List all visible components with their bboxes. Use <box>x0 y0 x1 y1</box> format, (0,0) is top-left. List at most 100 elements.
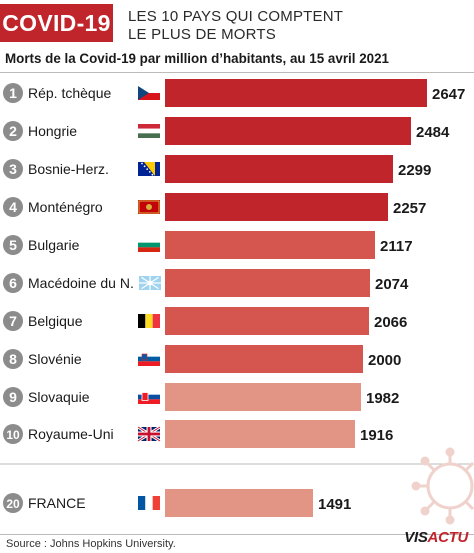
country-label: Hongrie <box>28 123 77 139</box>
country-label: Rép. tchèque <box>28 85 111 101</box>
bar-row: 4 Monténégro 2257 <box>3 193 426 221</box>
bar-chart: 1 Rép. tchèque 2647 2 Hongrie 2484 3 Bosnie-Her… <box>0 79 474 517</box>
rank-circle <box>3 197 23 217</box>
country-label: Bosnie-Herz. <box>28 161 109 177</box>
data-bar <box>165 231 375 259</box>
header: COVID-19 LES 10 PAYS QUI COMPTENT LE PLU… <box>0 0 474 48</box>
bar-row: 5 Bulgarie 2117 <box>3 231 413 259</box>
data-bar <box>165 117 411 145</box>
bosnia-flag <box>138 162 160 176</box>
rank-circle <box>3 424 23 444</box>
rank-circle <box>3 121 23 141</box>
flag-stripe <box>145 496 153 510</box>
data-bar <box>165 420 355 448</box>
montenegro-flag <box>138 200 160 214</box>
country-label: Slovénie <box>28 351 82 367</box>
value-label: 1491 <box>318 496 351 513</box>
country-label: Macédoine du N. <box>28 275 134 291</box>
rank-circle <box>3 83 23 103</box>
flag-stripe <box>138 496 146 510</box>
bar-row: 10 Royaume-Uni 1916 <box>3 420 393 448</box>
rank-label: 20 <box>6 497 20 511</box>
flag-star <box>146 168 149 171</box>
value-label: 2066 <box>374 314 407 331</box>
north-macedonia-flag <box>138 275 162 291</box>
value-label: 2000 <box>368 352 401 369</box>
rank-label: 7 <box>9 313 17 329</box>
flag-stripe <box>138 314 146 328</box>
flag-stripe <box>138 361 160 366</box>
hungary-flag <box>138 124 160 138</box>
chart-subtitle: Morts de la Covid-19 par million d’habit… <box>5 51 389 66</box>
country-label: Royaume-Uni <box>28 426 114 442</box>
flag-border <box>138 200 160 214</box>
rank-label: 6 <box>9 275 17 291</box>
country-label: Slovaquie <box>28 389 90 405</box>
country-label: Bulgarie <box>28 237 80 253</box>
flag-stripe <box>138 390 160 395</box>
value-label: 2647 <box>432 86 465 103</box>
country-label: FRANCE <box>28 495 86 511</box>
flag-stripe <box>138 133 160 138</box>
flag-stripe <box>138 238 160 243</box>
headline-line-1: LES 10 PAYS QUI COMPTENT <box>128 8 344 25</box>
rank-label: 5 <box>9 237 17 253</box>
rank-circle <box>3 235 23 255</box>
flag-stripe <box>138 124 160 129</box>
rank-label: 9 <box>9 389 17 405</box>
rank-label: 1 <box>9 85 17 101</box>
czech-flag <box>138 86 160 100</box>
value-label: 2257 <box>393 200 426 217</box>
flag-stripe <box>138 432 160 436</box>
value-label: 1916 <box>360 427 393 444</box>
data-bar <box>165 383 361 411</box>
rank-circle <box>3 159 23 179</box>
rank-circle <box>3 349 23 369</box>
country-label: Monténégro <box>28 199 103 215</box>
rank-label: 3 <box>9 161 17 177</box>
data-bar <box>165 489 313 517</box>
flag-emblem <box>141 353 148 361</box>
rank-label: 8 <box>9 351 17 367</box>
bar-row: 1 Rép. tchèque 2647 <box>3 79 465 107</box>
rank-circle <box>3 311 23 331</box>
rank-circle <box>3 387 23 407</box>
flag-stripe <box>138 247 160 252</box>
slovakia-flag <box>138 390 160 404</box>
flag-star <box>143 165 146 168</box>
value-label: 2117 <box>380 238 413 255</box>
belgium-flag <box>138 314 160 328</box>
rank-circle <box>3 273 23 293</box>
data-bar <box>165 193 388 221</box>
value-label: 2074 <box>375 276 409 293</box>
bar-row: 7 Belgique 2066 <box>3 307 407 335</box>
bar-row: 2 Hongrie 2484 <box>3 117 450 145</box>
bulgaria-flag <box>138 238 160 252</box>
country-label: Belgique <box>28 313 83 329</box>
france-flag <box>138 496 160 510</box>
flag-stripe <box>138 394 160 400</box>
headline-line-2: LE PLUS DE MORTS <box>128 26 276 43</box>
value-label: 2299 <box>398 162 431 179</box>
data-bar <box>165 307 369 335</box>
data-bar <box>165 79 427 107</box>
uk-flag <box>137 425 161 443</box>
data-bar <box>165 345 363 373</box>
subtitle-divider <box>0 72 474 73</box>
logo-part-2: ACTU <box>427 529 469 546</box>
flag-stripe <box>138 128 160 134</box>
flag-stripe <box>138 356 160 362</box>
flag-stripe <box>138 242 160 248</box>
value-label: 1982 <box>366 390 399 407</box>
flag-stripe <box>138 352 160 357</box>
bar-row: 3 Bosnie-Herz. 2299 <box>3 155 431 183</box>
flag-sun <box>147 280 153 286</box>
flag-stripe <box>152 314 160 328</box>
flag-stripe <box>138 399 160 404</box>
rank-label: 2 <box>9 123 17 139</box>
covid-badge: COVID-19 <box>0 4 113 42</box>
source-note: Source : Johns Hopkins University. <box>0 534 474 553</box>
data-bar <box>165 155 393 183</box>
bar-row: 9 Slovaquie 1982 <box>3 383 399 411</box>
flag-stripe <box>152 496 160 510</box>
